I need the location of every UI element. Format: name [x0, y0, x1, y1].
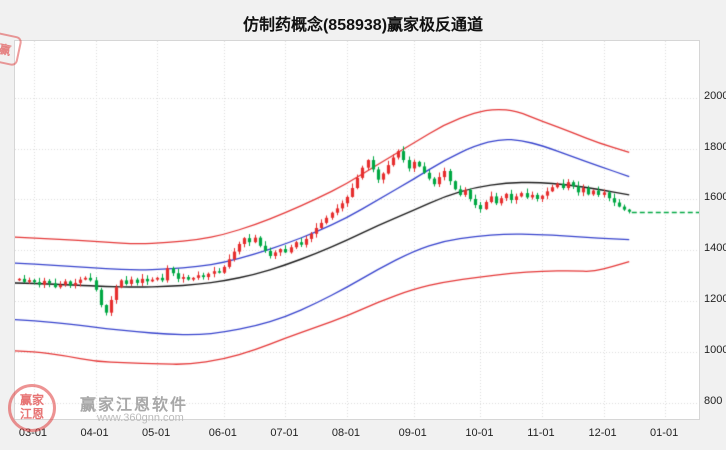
- plot-area: [14, 40, 700, 420]
- y-axis-label: 1000: [704, 344, 726, 357]
- y-axis-label: 800: [704, 394, 723, 407]
- x-axis-label: 08-01: [331, 427, 361, 439]
- brand-url-watermark: www.360gnn.com: [97, 412, 184, 424]
- brand-seal-text: 赢家江恩: [19, 393, 44, 421]
- y-axis-label: 1400: [704, 242, 726, 255]
- y-axis-label: 1800: [704, 140, 726, 153]
- brand-seal-watermark: 赢家江恩: [8, 384, 56, 432]
- x-axis-label: 01-01: [650, 427, 679, 439]
- corner-seal-text: 赢: [0, 41, 13, 58]
- x-axis-label: 05-01: [142, 427, 171, 439]
- chart-title: 仿制药概念(858938)赢家极反通道: [242, 17, 484, 34]
- y-axis-label: 2000: [704, 89, 726, 102]
- price-chart-canvas: [15, 41, 699, 419]
- x-axis-label: 11-01: [527, 427, 555, 439]
- x-axis-label: 09-01: [398, 427, 427, 439]
- x-axis-label: 04-01: [80, 427, 109, 439]
- y-axis-label: 1200: [704, 293, 726, 306]
- x-axis-label: 12-01: [588, 427, 617, 439]
- brand-name-watermark: 赢家江恩软件: [80, 397, 189, 414]
- x-axis-label: 07-01: [270, 427, 299, 439]
- x-axis-label: 06-01: [208, 427, 237, 439]
- x-axis-label: 10-01: [465, 427, 494, 439]
- y-axis-label: 1600: [704, 191, 726, 204]
